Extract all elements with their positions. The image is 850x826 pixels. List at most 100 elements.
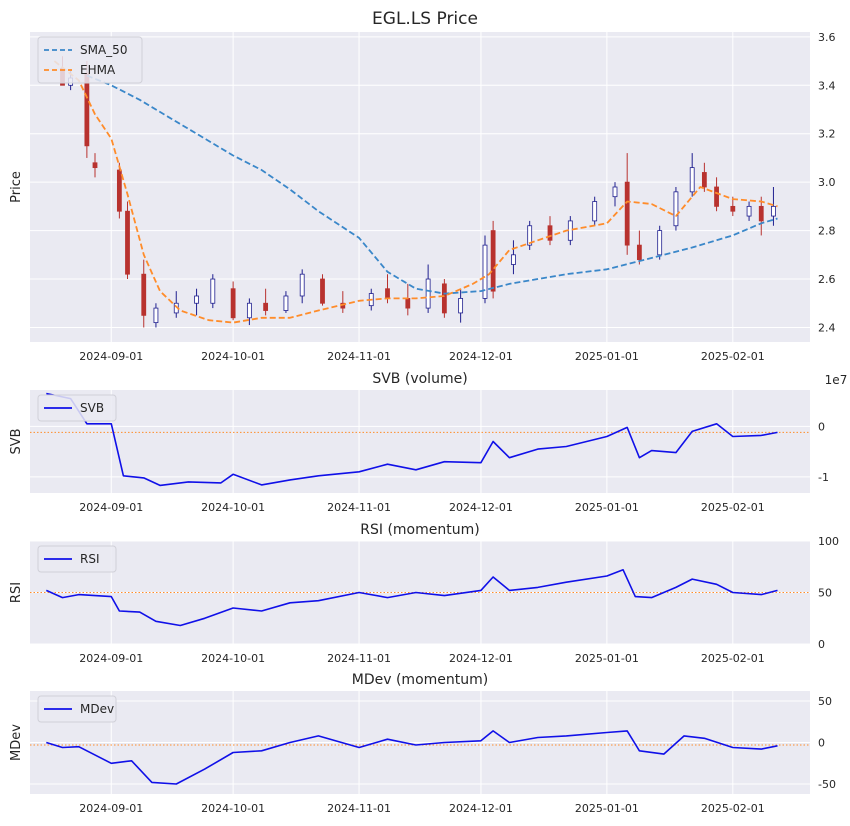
price-y-tick-label: 3.6 (818, 31, 836, 44)
rsi-x-tick-label: 2024-11-01 (327, 652, 391, 665)
price-x-tick-label: 2024-09-01 (79, 350, 143, 363)
price-x-tick-label: 2024-10-01 (201, 350, 265, 363)
mdev-y-axis-label: MDev (9, 724, 24, 761)
candle-body (567, 220, 573, 241)
candle-body (636, 244, 642, 261)
candle-body (482, 244, 488, 299)
candle-body (116, 169, 122, 212)
candle-body (746, 205, 752, 217)
candle-body (441, 283, 447, 314)
mdev-x-tick-label: 2024-11-01 (327, 802, 391, 815)
price-y-tick-label: 3.2 (818, 128, 836, 141)
price-x-tick-label: 2025-02-01 (701, 350, 765, 363)
candle-body (612, 186, 618, 198)
svb-legend-label: SVB (80, 401, 104, 415)
mdev-legend-box (37, 695, 117, 723)
price-x-tick-label: 2025-01-01 (575, 350, 639, 363)
svb-title: SVB (volume) (372, 371, 467, 387)
svb-series-svb (46, 392, 778, 487)
candle-body (320, 278, 325, 304)
price-legend-label: SMA_50 (80, 43, 127, 57)
rsi-y-axis-label: RSI (9, 582, 24, 603)
mdev-x-tick-label: 2025-02-01 (701, 802, 765, 815)
candle-body (246, 302, 252, 319)
svb-legend-box (37, 394, 117, 422)
mdev-x-tick-label: 2024-10-01 (201, 802, 265, 815)
candle-body (125, 210, 130, 275)
candle-body (385, 288, 390, 299)
candle-body (194, 295, 199, 304)
svb-x-tick-label: 2024-09-01 (79, 501, 143, 514)
price-series-ehma (53, 60, 778, 324)
price-series-sma-50 (86, 74, 778, 295)
candle-body (490, 230, 496, 292)
svb-x-tick-label: 2025-01-01 (575, 501, 639, 514)
price-y-tick-label: 3.4 (818, 79, 836, 92)
rsi-x-tick-label: 2024-12-01 (449, 652, 513, 665)
candle-body (230, 288, 236, 319)
svb-x-tick-label: 2024-12-01 (449, 501, 513, 514)
candle-body (701, 172, 707, 188)
candle-body (673, 191, 679, 227)
price-x-tick-label: 2024-11-01 (327, 350, 391, 363)
mdev-y-tick-label: 0 (818, 737, 825, 750)
rsi-x-tick-label: 2024-10-01 (201, 652, 265, 665)
candle-body (771, 205, 776, 217)
candle-body (299, 273, 305, 297)
svb-x-tick-label: 2025-02-01 (701, 501, 765, 514)
svb-y-axis-label: SVB (9, 428, 24, 454)
svb-x-tick-label: 2024-11-01 (327, 501, 391, 514)
candle-body (92, 162, 98, 169)
mdev-title: MDev (momentum) (352, 672, 488, 688)
candle-body (657, 230, 663, 256)
price-x-tick-label: 2024-12-01 (449, 350, 513, 363)
candle-body (458, 298, 464, 314)
rsi-legend: RSI (37, 545, 117, 573)
candle-body (405, 298, 411, 309)
price-legend: SMA_50 EHMA (37, 36, 143, 84)
rsi-y-tick-label: 100 (818, 535, 839, 548)
candle-body (730, 205, 736, 212)
svb-y-tick-label: -1 (818, 471, 829, 484)
candle-body (758, 205, 764, 222)
mdev-legend-label: MDev (80, 702, 114, 716)
svb-y-tick-label: 0 (818, 420, 825, 433)
mdev-y-tick-label: 50 (818, 695, 832, 708)
price-y-axis-label: Price (9, 171, 24, 203)
price-legend-box (37, 36, 143, 84)
candle-body (624, 181, 630, 246)
candle-body (511, 254, 516, 265)
mdev-x-tick-label: 2024-09-01 (79, 802, 143, 815)
candle-body (141, 273, 147, 316)
candle-body (153, 307, 159, 324)
price-y-tick-label: 2.6 (818, 273, 836, 286)
figure-title: EGL.LS Price (372, 9, 478, 29)
candle-body (263, 302, 269, 311)
svb-x-tick-label: 2024-10-01 (201, 501, 265, 514)
candle-body (84, 72, 90, 147)
candle-body (210, 278, 216, 304)
candle-body (527, 225, 533, 246)
mdev-x-tick-label: 2024-12-01 (449, 802, 513, 815)
rsi-title: RSI (momentum) (360, 522, 479, 538)
candle-body (425, 278, 431, 309)
candle-body (592, 201, 598, 222)
candle-body (547, 225, 553, 241)
candle-body (689, 167, 695, 193)
mdev-legend: MDev (37, 695, 117, 723)
price-y-tick-label: 3.0 (818, 176, 836, 189)
svb-plot-area (30, 390, 810, 493)
mdev-x-tick-label: 2025-01-01 (575, 802, 639, 815)
rsi-x-tick-label: 2024-09-01 (79, 652, 143, 665)
price-y-tick-label: 2.4 (818, 321, 836, 334)
rsi-x-tick-label: 2025-02-01 (701, 652, 765, 665)
svb-legend: SVB (37, 394, 117, 422)
rsi-series-rsi (45, 569, 778, 627)
price-legend-label: EHMA (80, 63, 116, 77)
rsi-x-tick-label: 2025-01-01 (575, 652, 639, 665)
svb-offset-label: 1e7 (825, 373, 848, 387)
candle-body (714, 186, 719, 207)
rsi-y-tick-label: 50 (818, 587, 832, 600)
